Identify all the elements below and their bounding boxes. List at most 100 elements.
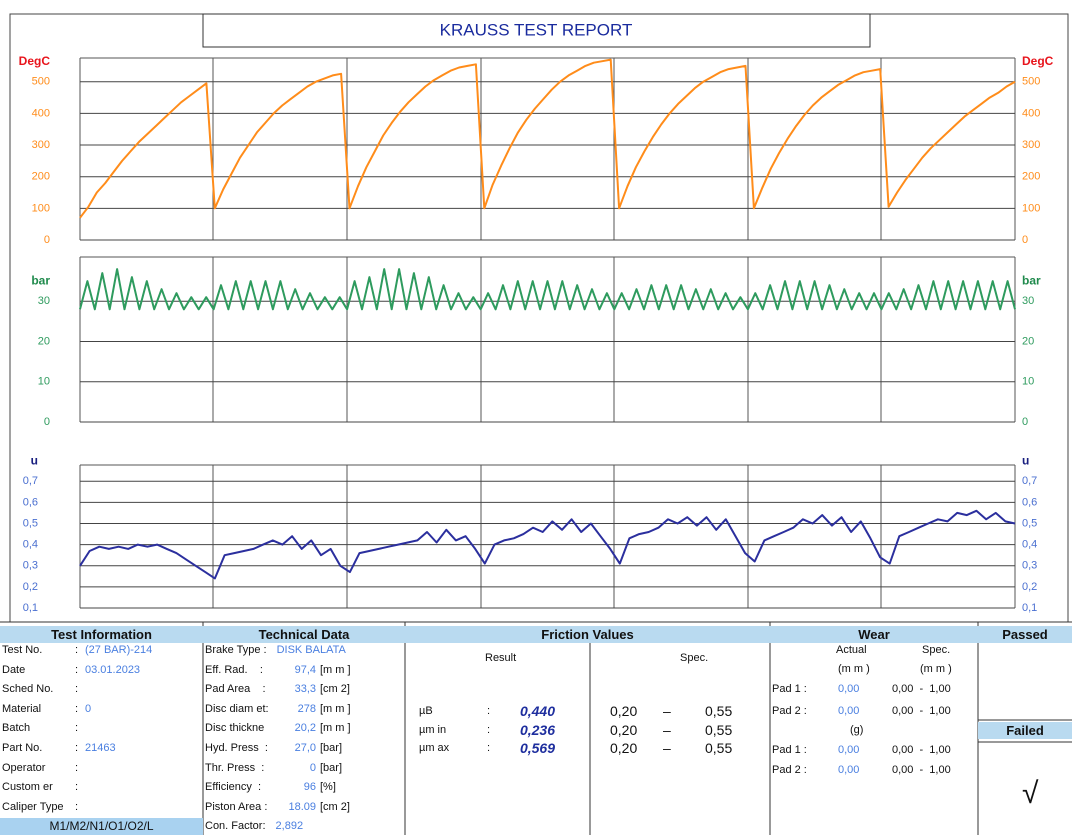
table-column: Passed Failed √ — [978, 622, 1072, 835]
y2-tick-label: 400 — [1022, 107, 1040, 119]
spec-max: 0,55 — [705, 721, 733, 738]
row-value: 0,569 — [519, 740, 555, 756]
spec-unit: (m m ) — [920, 663, 952, 675]
report-title: KRAUSS TEST REPORT — [440, 20, 633, 39]
row-unit: [%] — [320, 781, 336, 794]
data-line — [79, 509, 1016, 580]
y2-tick-label: 20 — [1022, 335, 1034, 347]
row-label: Brake Type : — [205, 644, 267, 656]
y2-tick-label: 100 — [1022, 202, 1040, 214]
spec-label: Spec. — [922, 644, 951, 656]
title-box — [202, 13, 871, 48]
row-label: Material — [2, 702, 42, 715]
y-tick-label: 100 — [32, 202, 50, 214]
y2-tick-label: 0,6 — [1022, 496, 1037, 508]
y2-tick-label: 0,5 — [1022, 517, 1037, 529]
row-label: µB — [419, 705, 433, 717]
row-actual: 0,00 — [838, 744, 860, 756]
row-label: Eff. Rad. : — [205, 663, 263, 676]
y2-tick-label: 30 — [1022, 295, 1034, 307]
row-sep: : — [75, 683, 79, 696]
row-sep: : — [75, 742, 79, 754]
mass-unit: (g) — [850, 724, 864, 736]
y2-tick-label: 0,4 — [1022, 539, 1037, 551]
y-tick-label: 0,5 — [23, 517, 38, 529]
row-label: Pad 1 : — [772, 744, 807, 756]
row-value: 18.09 — [288, 800, 316, 813]
axis-title: u — [31, 453, 38, 467]
column-header: Passed — [978, 626, 1072, 643]
row-label: Operator — [2, 761, 46, 774]
y-tick-label: 400 — [32, 107, 50, 119]
row-value: (27 BAR)-214 — [85, 644, 153, 656]
row-label: Pad 2 : — [772, 705, 807, 717]
row-sep: : — [487, 723, 491, 736]
row-label: Con. Factor: — [205, 820, 266, 833]
row-label: Disc thickne — [205, 722, 265, 735]
row-actual: 0,00 — [838, 764, 860, 776]
row-label: µm in — [419, 723, 447, 736]
y2-tick-label: 0 — [1022, 416, 1028, 428]
row-value: 0 — [309, 761, 316, 774]
row-label: Batch — [2, 722, 31, 735]
table-column: Technical Data Brake Type : DISK BALATA Eff… — [203, 622, 405, 835]
axis-title: bar — [31, 273, 50, 287]
axis-title-right: DegC — [1022, 54, 1054, 68]
spec-dash: – — [663, 721, 671, 738]
row-label: Part No. — [2, 742, 43, 754]
y-tick-label: 0,6 — [23, 496, 38, 508]
row-label: µm ax — [419, 742, 450, 754]
row: Brake Type : DISK BALATA — [205, 642, 346, 658]
y2-tick-label: 500 — [1022, 76, 1040, 88]
row-label: Thr. Press : — [205, 761, 265, 774]
y-tick-label: 200 — [32, 171, 50, 183]
row-label: Sched No. — [2, 683, 54, 696]
row-value: 2,892 — [275, 820, 304, 833]
row-value: 96 — [303, 781, 316, 794]
column-header: Friction Values — [405, 626, 770, 643]
y-tick-label: 0,4 — [23, 539, 38, 551]
axis-title: DegC — [19, 54, 51, 68]
actual-label: Actual — [836, 644, 867, 656]
y-tick-label: 0,3 — [23, 560, 38, 572]
row-value: 0 — [85, 702, 92, 715]
axis-title-right: bar — [1022, 273, 1041, 287]
row-spec: 0,00 - 1,00 — [892, 705, 951, 717]
row-sep: : — [75, 663, 79, 676]
row-label: Pad 1 : — [772, 683, 807, 695]
y-tick-label: 0,2 — [23, 581, 38, 593]
actual-unit: (m m ) — [838, 663, 870, 675]
y2-tick-label: 0,7 — [1022, 475, 1037, 487]
table-column: Test Information Test No.: (27 BAR)-214 Dat… — [0, 622, 203, 835]
column-header: Test Information — [0, 626, 203, 643]
row-label: Date — [2, 663, 26, 676]
spec-label: Spec. — [680, 652, 709, 664]
row-value: 0,440 — [519, 703, 555, 719]
data-line — [79, 268, 1016, 311]
spec-max: 0,55 — [705, 703, 733, 719]
row-label: Hyd. Press : — [205, 742, 268, 754]
y-tick-label: 0 — [44, 234, 50, 246]
check-mark: √ — [1022, 777, 1039, 810]
y2-tick-label: 0,3 — [1022, 560, 1037, 572]
table-column: Wear Actual (m m ) Spec. (m m ) (g) Pad 1 : 0,0… — [770, 622, 978, 835]
column-header: Wear — [770, 626, 978, 643]
row-label: Caliper Type — [2, 800, 64, 813]
row-actual: 0,00 — [838, 705, 860, 717]
y2-tick-label: 0 — [1022, 234, 1028, 246]
caliper: M1/M2/N1/O1/O2/L — [0, 818, 203, 835]
row-value: 0,236 — [519, 721, 555, 738]
data-line — [79, 58, 1016, 219]
y-tick-label: 30 — [38, 295, 50, 307]
row-spec: 0,00 - 1,00 — [892, 764, 951, 776]
row-unit: [bar] — [320, 742, 343, 754]
row-label: Pad 2 : — [772, 764, 807, 776]
spec-min: 0,20 — [610, 740, 638, 756]
row-unit: [m m ] — [320, 722, 351, 735]
row-unit: [m m ] — [320, 702, 351, 715]
row-unit: [bar] — [320, 761, 343, 774]
row-label: Custom er — [2, 781, 53, 794]
spec-min: 0,20 — [610, 703, 638, 719]
